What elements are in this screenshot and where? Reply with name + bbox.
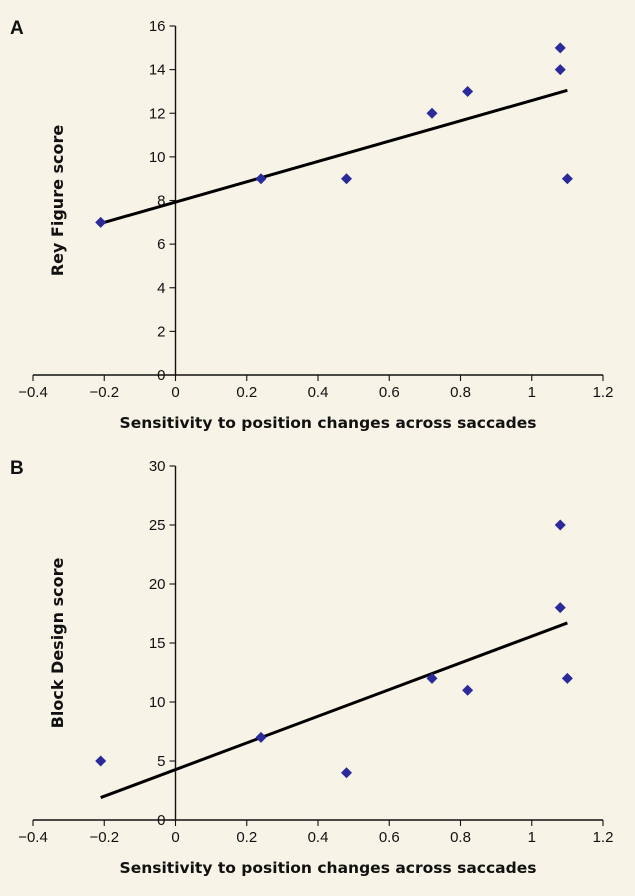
y-tick-label: 8 xyxy=(157,193,165,210)
panel-a-y-axis-title: Rey Figure score xyxy=(48,125,67,277)
y-tick-label: 14 xyxy=(149,62,166,79)
x-tick-label: 1 xyxy=(528,829,536,846)
x-tick-label: 0.2 xyxy=(236,829,257,846)
data-point xyxy=(554,602,566,614)
x-tick-label: 0.6 xyxy=(379,829,400,846)
panel-a-letter: A xyxy=(10,18,24,39)
data-point xyxy=(554,42,566,54)
data-point xyxy=(426,672,438,684)
data-point xyxy=(554,519,566,531)
data-point xyxy=(462,684,474,696)
data-point xyxy=(426,107,438,119)
x-tick-label: 1.2 xyxy=(593,829,614,846)
x-tick-label: 0.4 xyxy=(308,384,329,401)
data-point xyxy=(341,767,352,779)
panel-a-points xyxy=(95,42,573,228)
y-tick-label: 2 xyxy=(157,323,165,340)
y-tick-label: 10 xyxy=(149,149,166,166)
panel-b-y-axis-title: Block Design score xyxy=(48,558,67,729)
panel-b-x-ticks: −0.4 −0.2 0 0.2 0.4 0.6 0.8 1 1.2 xyxy=(18,820,613,846)
x-tick-label: −0.2 xyxy=(89,829,119,846)
x-tick-label: 0.4 xyxy=(308,829,329,846)
x-tick-label: −0.2 xyxy=(89,384,119,401)
data-point xyxy=(255,173,267,185)
panel-b: B −0.4 −0.2 0 0.2 0.4 0.6 0.8 1 1.2 0 5 10 15 20 25 30… xyxy=(10,458,613,877)
data-point xyxy=(554,64,566,76)
y-tick-label: 12 xyxy=(149,105,166,122)
panel-b-y-ticks: 0 5 10 15 20 25 30 xyxy=(149,458,176,829)
x-tick-label: 0 xyxy=(171,384,179,401)
x-tick-label: 0.2 xyxy=(236,384,257,401)
x-tick-label: 0 xyxy=(171,829,179,846)
data-point xyxy=(462,85,474,97)
data-point xyxy=(255,731,267,743)
y-tick-label: 6 xyxy=(157,236,165,253)
data-point xyxy=(95,216,107,228)
data-point xyxy=(561,173,573,185)
y-tick-label: 4 xyxy=(157,280,165,297)
panel-b-x-axis-title: Sensitivity to position changes across s… xyxy=(120,859,537,877)
y-tick-label: 15 xyxy=(149,635,166,652)
x-tick-label: 1 xyxy=(528,384,536,401)
y-tick-label: 20 xyxy=(149,576,166,593)
y-tick-label: 0 xyxy=(157,812,165,829)
panel-b-letter: B xyxy=(10,458,24,479)
panel-b-points xyxy=(95,519,573,779)
y-tick-label: 16 xyxy=(149,18,166,35)
panel-a-y-ticks: 0 2 4 6 8 10 12 14 16 xyxy=(149,18,176,384)
data-point xyxy=(561,672,573,684)
panel-a-trendline xyxy=(100,88,568,225)
panel-a: A −0.4 −0.2 0 0.2 0.4 0.6 0.8 1 1.2 0 2 4 6 8 10 12 14 1… xyxy=(10,18,613,432)
y-tick-label: 5 xyxy=(157,753,165,770)
x-tick-label: 1.2 xyxy=(593,384,614,401)
data-point xyxy=(95,755,107,767)
panel-a-x-ticks: −0.4 −0.2 0 0.2 0.4 0.6 0.8 1 1.2 xyxy=(18,375,613,401)
x-tick-label: −0.4 xyxy=(18,829,48,846)
y-tick-label: 0 xyxy=(157,367,165,384)
x-tick-label: −0.4 xyxy=(18,384,48,401)
x-tick-label: 0.8 xyxy=(450,384,471,401)
panel-a-x-axis-title: Sensitivity to position changes across s… xyxy=(120,414,537,432)
x-tick-label: 0.6 xyxy=(379,384,400,401)
panel-b-trendline xyxy=(100,621,568,799)
y-tick-label: 10 xyxy=(149,694,166,711)
x-tick-label: 0.8 xyxy=(450,829,471,846)
y-tick-label: 30 xyxy=(149,458,166,475)
data-point xyxy=(341,173,352,185)
y-tick-label: 25 xyxy=(149,517,166,534)
